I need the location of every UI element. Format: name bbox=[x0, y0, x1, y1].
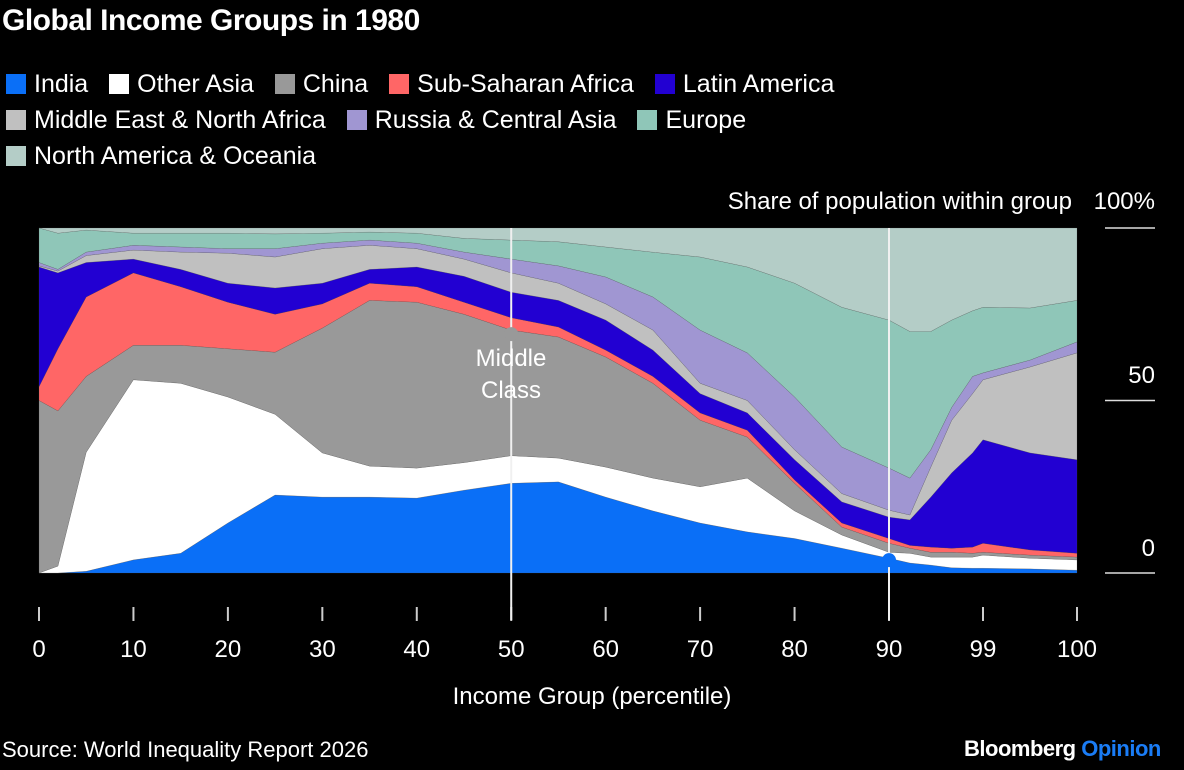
x-tick-label: 90 bbox=[876, 636, 903, 663]
x-tick-label: 20 bbox=[215, 636, 242, 663]
source-note: Source: World Inequality Report 2026 bbox=[2, 737, 369, 762]
legend-label: Other Asia bbox=[137, 70, 254, 98]
y-tick-label: 100% bbox=[1094, 188, 1155, 215]
legend-item-europe: Europe bbox=[637, 102, 746, 138]
brand-name: Bloomberg bbox=[964, 736, 1076, 761]
area-north-america-oceania bbox=[38, 227, 1078, 332]
legend-swatch bbox=[6, 74, 26, 94]
legend-swatch bbox=[274, 74, 295, 94]
marker-china-50 bbox=[504, 327, 519, 342]
legend: India Other Asia China Sub-Saharan Afric… bbox=[6, 66, 1006, 174]
x-axis-label: Income Group (percentile) bbox=[453, 683, 732, 710]
legend-swatch bbox=[6, 110, 26, 130]
legend-label: Latin America bbox=[682, 70, 835, 98]
legend-swatch bbox=[109, 74, 130, 94]
legend-swatch bbox=[6, 146, 26, 166]
legend-item-india: India bbox=[6, 66, 88, 102]
legend-swatch bbox=[654, 74, 675, 94]
legend-item-north-america: North America & Oceania bbox=[6, 138, 316, 174]
x-tick-label: 99 bbox=[970, 636, 997, 663]
legend-label: Russia & Central Asia bbox=[374, 106, 617, 134]
legend-swatch bbox=[346, 110, 367, 130]
x-tick-label: 50 bbox=[498, 636, 525, 663]
legend-label: Sub-Saharan Africa bbox=[417, 70, 634, 98]
annotation-middle-class-line2: Class bbox=[481, 377, 541, 404]
legend-label: India bbox=[34, 70, 89, 98]
legend-label: North America & Oceania bbox=[34, 142, 317, 170]
x-tick-label: 100 bbox=[1057, 636, 1097, 663]
legend-swatch bbox=[389, 74, 410, 94]
legend-item-russia: Russia & Central Asia bbox=[346, 102, 617, 138]
x-tick-label: 70 bbox=[687, 636, 714, 663]
legend-item-other-asia: Other Asia bbox=[109, 66, 254, 102]
annotation-middle-class-line1: Middle bbox=[476, 345, 547, 372]
legend-item-china: China bbox=[274, 66, 369, 102]
legend-item-mena: Middle East & North Africa bbox=[6, 102, 326, 138]
marker-india-90 bbox=[882, 553, 896, 568]
legend-label: Middle East & North Africa bbox=[34, 106, 326, 134]
chart-title: Global Income Groups in 1980 bbox=[2, 4, 420, 37]
brand-logo: Bloomberg Opinion bbox=[964, 736, 1161, 762]
x-tick-label: 60 bbox=[592, 636, 619, 663]
x-tick-label: 40 bbox=[403, 636, 430, 663]
y-tick-label: 50 bbox=[1128, 362, 1155, 389]
legend-swatch bbox=[637, 110, 658, 130]
legend-item-sub-saharan-africa: Sub-Saharan Africa bbox=[389, 66, 634, 102]
legend-label: Europe bbox=[665, 106, 747, 134]
y-axis-label: Share of population within group bbox=[728, 188, 1072, 215]
x-tick-label: 30 bbox=[309, 636, 336, 663]
x-tick-label: 80 bbox=[781, 636, 808, 663]
x-tick-label: 0 bbox=[32, 636, 45, 663]
y-tick-label: 0 bbox=[1142, 535, 1155, 562]
legend-label: China bbox=[302, 70, 369, 98]
brand-suffix: Opinion bbox=[1081, 736, 1161, 761]
legend-item-latin-america: Latin America bbox=[654, 66, 835, 102]
x-tick-label: 10 bbox=[120, 636, 147, 663]
